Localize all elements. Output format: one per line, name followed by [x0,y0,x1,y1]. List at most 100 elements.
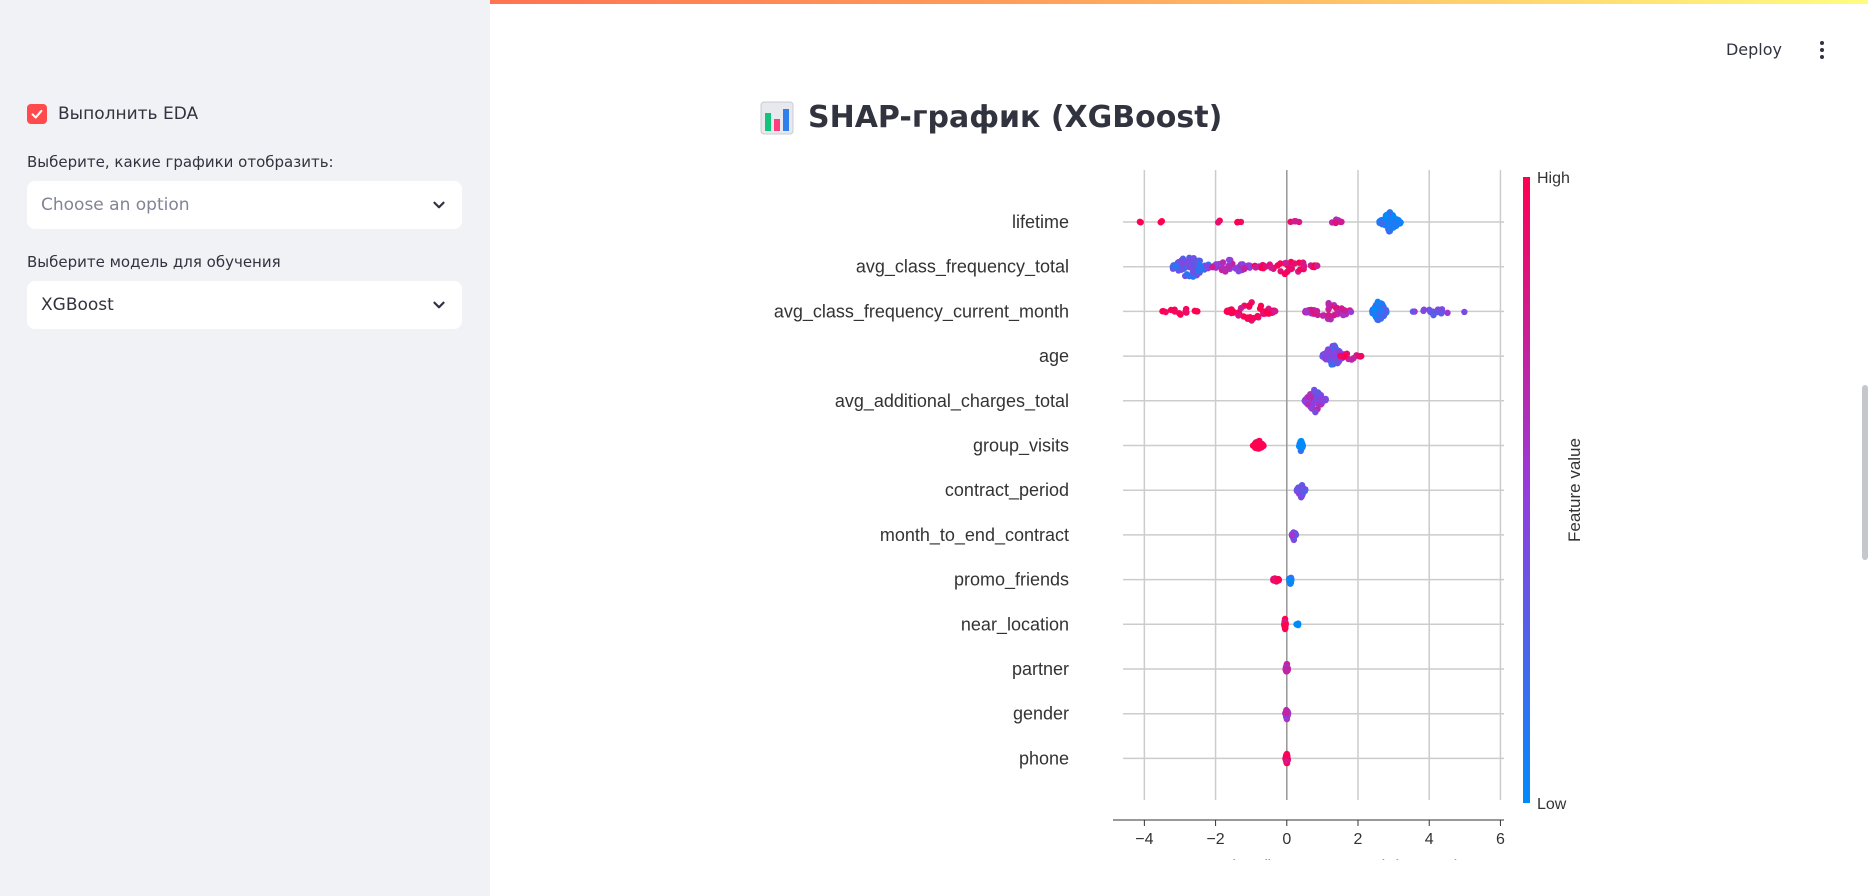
shap-point [1284,665,1291,672]
shap-point [1338,218,1345,226]
shap-point [1283,757,1290,765]
chevron-down-icon[interactable] [430,196,448,214]
shap-point [1444,309,1451,317]
shap-point [1189,268,1197,275]
shap-point [1300,263,1308,270]
feature-label: group_visits [973,436,1069,457]
shap-point [1325,306,1332,313]
shap-point [1282,621,1289,629]
model-select[interactable]: XGBoost [27,281,462,329]
shap-point [1420,307,1427,315]
shap-point [1291,218,1298,225]
shap-point [1282,259,1290,267]
shap-point [1409,308,1417,315]
shap-point [1250,314,1257,322]
shap-point [1265,310,1273,317]
shap-point [1252,264,1259,271]
shap-point [1303,308,1310,315]
shap-beeswarm-chart: lifetime avg_class_frequency_total avg_cla… [774,170,1584,860]
shap-point [1374,300,1382,307]
shap-point [1219,259,1227,266]
shap-point [1191,307,1198,315]
header-actions: Deploy [1716,34,1832,65]
shap-point [1190,259,1198,267]
shap-point [1203,262,1210,270]
shap-point [1319,312,1327,319]
shap-point [1177,311,1184,318]
feature-label: avg_class_frequency_total [856,257,1069,278]
model-select-label: Выберите модель для обучения [27,253,281,271]
shap-point [1228,308,1235,315]
x-tick-label: −2 [1206,831,1224,848]
shap-point [1172,263,1180,270]
kebab-menu-icon[interactable] [1812,37,1832,63]
shap-point [1167,306,1175,314]
shap-point [1289,532,1296,539]
shap-point [1159,308,1166,315]
feature-label: gender [1013,704,1069,724]
shap-point [1283,752,1290,759]
shap-point [1214,219,1222,226]
shap-point [1316,396,1323,403]
shap-point [1287,578,1294,586]
eda-checkbox[interactable] [27,104,47,124]
colorbar [1523,177,1530,803]
sidebar: Выполнить EDA Выберите, какие графики от… [0,0,490,896]
check-icon [31,109,43,119]
shap-point [1281,270,1289,278]
shap-point [1337,352,1344,360]
shap-point [1332,219,1339,227]
shap-point [1312,408,1319,416]
shap-point [1225,264,1232,271]
feature-label: contract_period [945,480,1069,501]
shap-point [1325,347,1332,354]
eda-checkbox-row[interactable]: Выполнить EDA [27,104,198,124]
plots-select-placeholder: Choose an option [41,195,190,215]
shap-point [1271,308,1279,315]
shap-point [1322,395,1329,403]
shap-point [1378,307,1385,315]
feature-label: age [1039,346,1069,366]
feature-label: phone [1019,748,1069,768]
shap-point [1182,308,1189,315]
shap-point [1325,311,1332,319]
colorbar-low-label: Low [1537,796,1567,813]
plots-multiselect[interactable]: Choose an option [27,181,462,229]
colorbar-label: Feature value [1565,438,1584,542]
page-title: SHAP-график (XGBoost) [808,100,1223,135]
deploy-button[interactable]: Deploy [1716,34,1792,65]
bar-chart-icon [760,101,794,134]
shap-point [1378,220,1386,227]
shap-point [1395,217,1402,224]
shap-point [1305,393,1312,401]
shap-point [1225,256,1233,264]
shap-point [1430,311,1437,319]
shap-point [1338,305,1345,312]
shap-point [1350,355,1357,362]
shap-point [1325,301,1332,308]
x-tick-label: 4 [1425,831,1434,848]
shap-point [1274,576,1281,583]
feature-label: near_location [961,614,1069,635]
shap-point [1235,268,1242,275]
x-tick-label: 6 [1496,831,1505,848]
x-tick-label: 0 [1282,831,1291,848]
x-tick-label: −4 [1135,831,1153,848]
feature-label: month_to_end_contract [880,525,1069,546]
shap-point [1255,445,1262,452]
plots-select-label: Выберите, какие графики отобразить: [27,153,334,171]
x-tick-label: 2 [1354,831,1363,848]
shap-point [1267,264,1275,271]
shap-point [1321,355,1329,362]
colorbar-high-label: High [1537,170,1570,187]
scrollbar[interactable] [1862,385,1868,560]
shap-point [1241,265,1248,272]
shap-point [1209,263,1216,271]
shap-point [1314,262,1321,270]
shap-point [1184,260,1191,268]
chevron-down-icon[interactable] [430,296,448,314]
shap-point [1293,621,1300,628]
shap-point [1183,271,1191,278]
shap-point [1286,266,1293,273]
shap-point [1438,306,1446,313]
